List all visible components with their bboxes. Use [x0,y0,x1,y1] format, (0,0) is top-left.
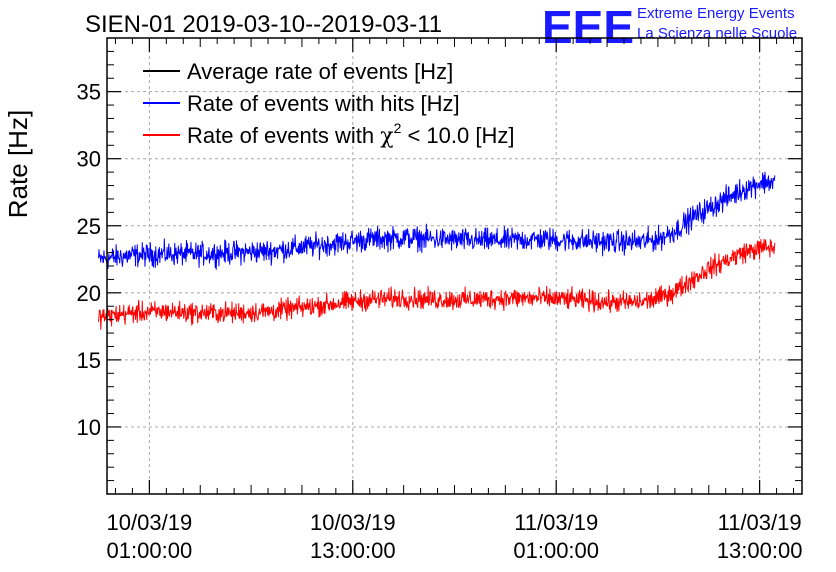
series-layer [98,171,776,330]
x-tick-date-2: 11/03/19 [514,510,598,535]
legend-entry-hits: Rate of events with hits [Hz] [143,91,460,116]
chart-title: SIEN-01 2019-03-10--2019-03-11 [85,11,442,38]
eee-logo: EEE Extreme Energy Events La Scienza nel… [542,1,797,53]
y-tick-label-25: 25 [77,214,101,239]
legend-entry-average: Average rate of events [Hz] [143,59,453,84]
y-axis-label: Rate [Hz] [3,110,33,218]
y-tick-label-10: 10 [77,415,101,440]
legend-label-chi2: Rate of events with χ2 < 10.0 [Hz] [187,120,514,149]
grid [107,38,802,494]
axes: 10 15 20 25 30 35 10/03/19 01:00:00 10/03/19 13:0… [77,37,803,563]
series-line-2 [98,238,776,330]
x-tick-date-0: 10/03/19 [107,510,193,535]
x-tick-date-3: 11/03/19 [718,510,802,535]
plot-frame [106,37,803,495]
x-tick-time-3: 13:00:00 [717,538,803,563]
logo-line-2: La Scienza nelle Scuole [637,25,797,42]
y-tick-label-30: 30 [77,147,101,172]
y-tick-label-35: 35 [77,80,101,105]
x-tick-time-0: 01:00:00 [107,538,193,563]
y-tick-label-15: 15 [77,348,101,373]
y-tick-label-20: 20 [77,281,101,306]
legend-entry-chi2: Rate of events with χ2 < 10.0 [Hz] [143,120,514,149]
legend-label-average: Average rate of events [Hz] [187,59,453,84]
legend: Average rate of events [Hz] Rate of even… [143,59,514,149]
series-line-1 [98,171,776,270]
logo-line-1: Extreme Energy Events [637,5,795,22]
logo-acronym: EEE [542,1,634,53]
x-tick-time-1: 13:00:00 [310,538,396,563]
x-tick-date-1: 10/03/19 [310,510,396,535]
x-tick-time-2: 01:00:00 [513,538,599,563]
legend-label-hits: Rate of events with hits [Hz] [187,91,460,116]
